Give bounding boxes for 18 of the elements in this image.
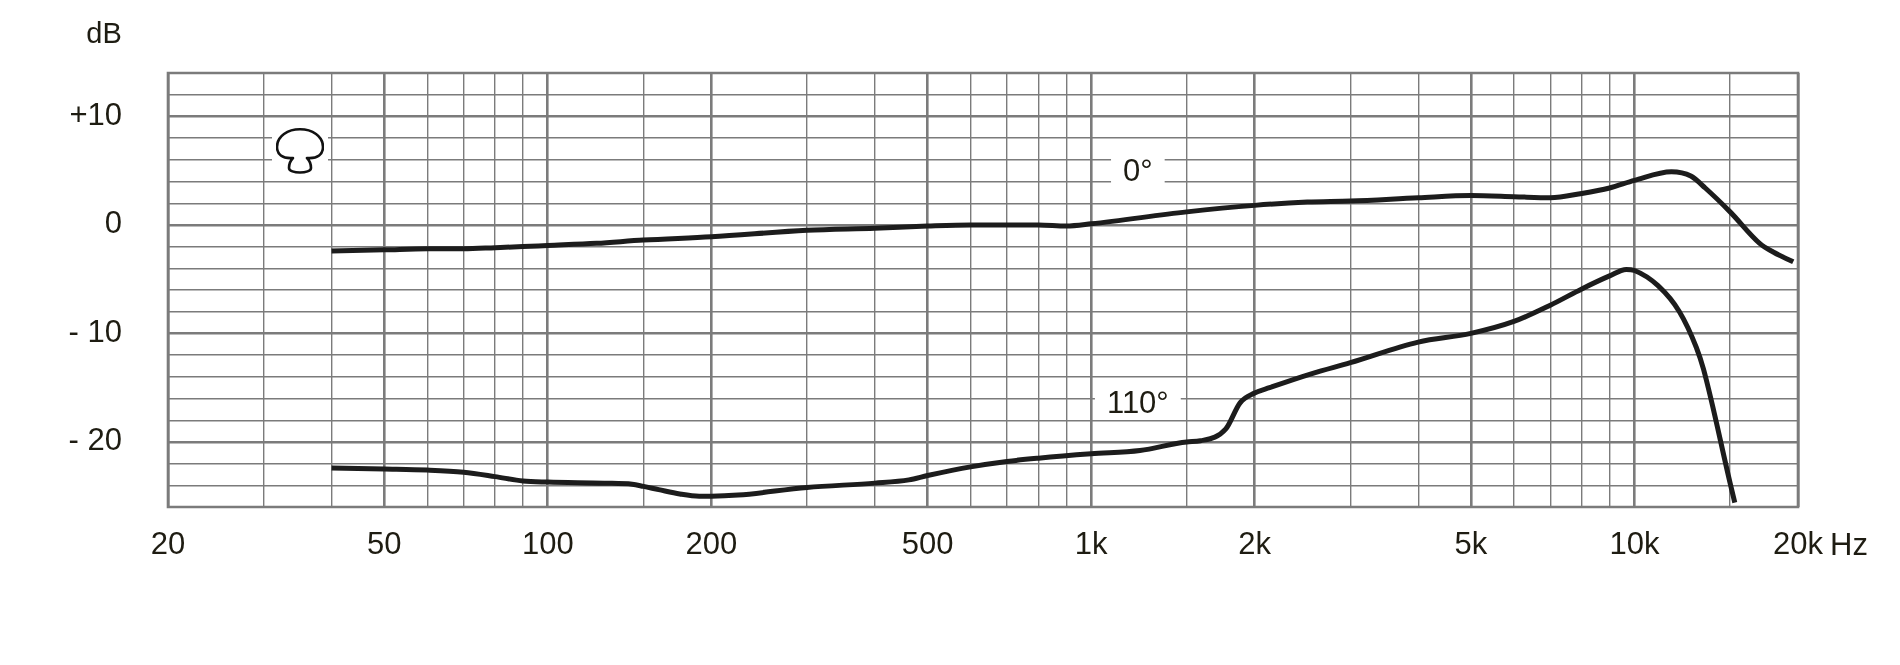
x-tick-label: 1k [1074,526,1108,562]
x-tick-label: 2k [1238,526,1272,562]
y-tick-label: - 20 [68,422,122,458]
y-tick-label: 0 [104,205,122,241]
x-tick-label: 50 [366,526,402,562]
series-label: 0° [1123,152,1153,188]
x-axis-title: Hz [1830,526,1868,562]
y-tick-label: +10 [69,96,122,132]
x-tick-label: 5k [1454,526,1488,562]
series-label: 110° [1106,385,1169,421]
x-tick-label: 100 [521,526,574,562]
x-tick-label: 20k [1773,526,1824,562]
x-tick-label: 500 [901,526,954,562]
x-tick-label: 20 [150,526,186,562]
y-tick-label: - 10 [68,313,122,349]
x-tick-label: 10k [1609,526,1660,562]
y-axis-title: dB [86,17,122,49]
x-tick-label: 200 [685,526,738,562]
